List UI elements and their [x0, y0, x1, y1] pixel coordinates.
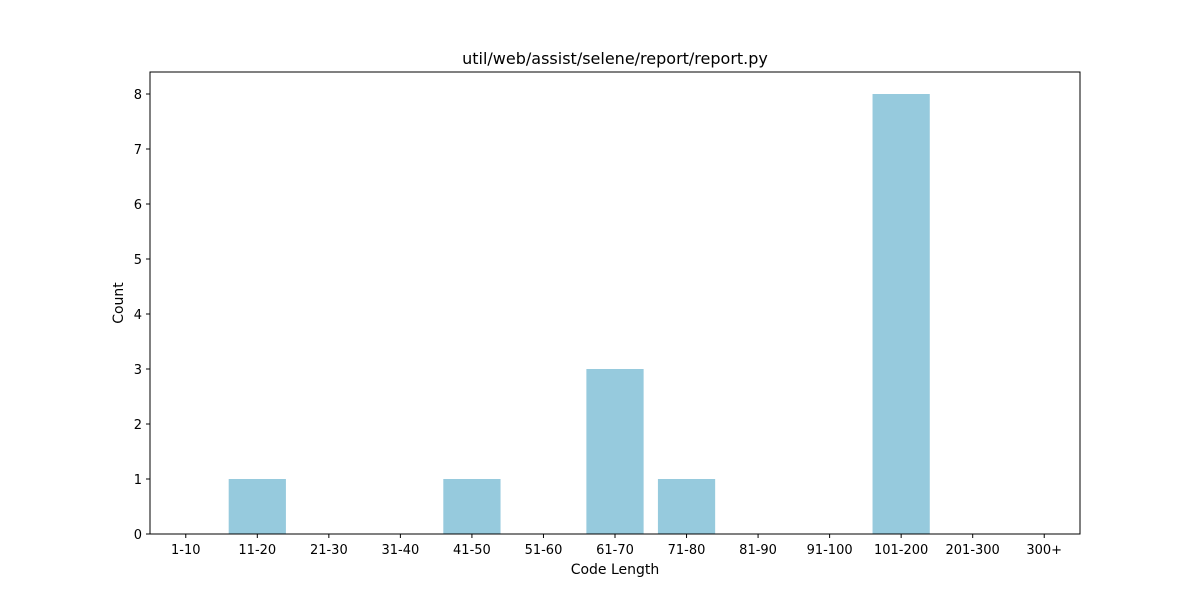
chart-title: util/web/assist/selene/report/report.py — [462, 49, 768, 68]
y-axis-label: Count — [111, 282, 127, 324]
x-tick-label: 51-60 — [525, 543, 563, 558]
x-tick-label: 61-70 — [596, 543, 634, 558]
x-tick-label: 91-100 — [807, 543, 853, 558]
x-tick-label: 21-30 — [310, 543, 348, 558]
bar-11-20 — [228, 479, 286, 534]
x-tick-label: 11-20 — [238, 543, 276, 558]
x-ticks-group: 1-10 11-20 21-30 31-40 41-50 51-60 61-70 71-80 8… — [171, 534, 1062, 558]
y-tick-label: 4 — [134, 308, 142, 323]
y-ticks-group: 0 1 2 3 4 5 6 7 8 — [134, 88, 150, 543]
bar-101-200 — [872, 94, 930, 534]
bar-71-80 — [657, 479, 716, 534]
y-tick-label: 3 — [134, 363, 142, 378]
x-tick-label: 300+ — [1026, 543, 1062, 558]
y-tick-label: 5 — [134, 253, 142, 268]
bar-61-70 — [586, 369, 644, 534]
y-tick-label: 7 — [134, 143, 142, 158]
x-tick-label: 101-200 — [874, 543, 928, 558]
bar-41-50 — [443, 479, 501, 534]
x-tick-label: 71-80 — [668, 543, 706, 558]
plot-frame — [149, 71, 1081, 535]
x-tick-label: 31-40 — [381, 543, 419, 558]
y-tick-label: 1 — [134, 473, 142, 488]
x-tick-label: 1-10 — [171, 543, 201, 558]
y-tick-label: 2 — [134, 418, 142, 433]
x-tick-label: 201-300 — [946, 543, 1000, 558]
x-tick-label: 41-50 — [453, 543, 491, 558]
y-tick-label: 8 — [134, 88, 142, 103]
y-tick-label: 0 — [134, 528, 142, 543]
bars-group — [228, 94, 930, 534]
y-tick-label: 6 — [134, 198, 142, 213]
x-axis-label: Code Length — [571, 562, 660, 578]
x-tick-label: 81-90 — [739, 543, 777, 558]
